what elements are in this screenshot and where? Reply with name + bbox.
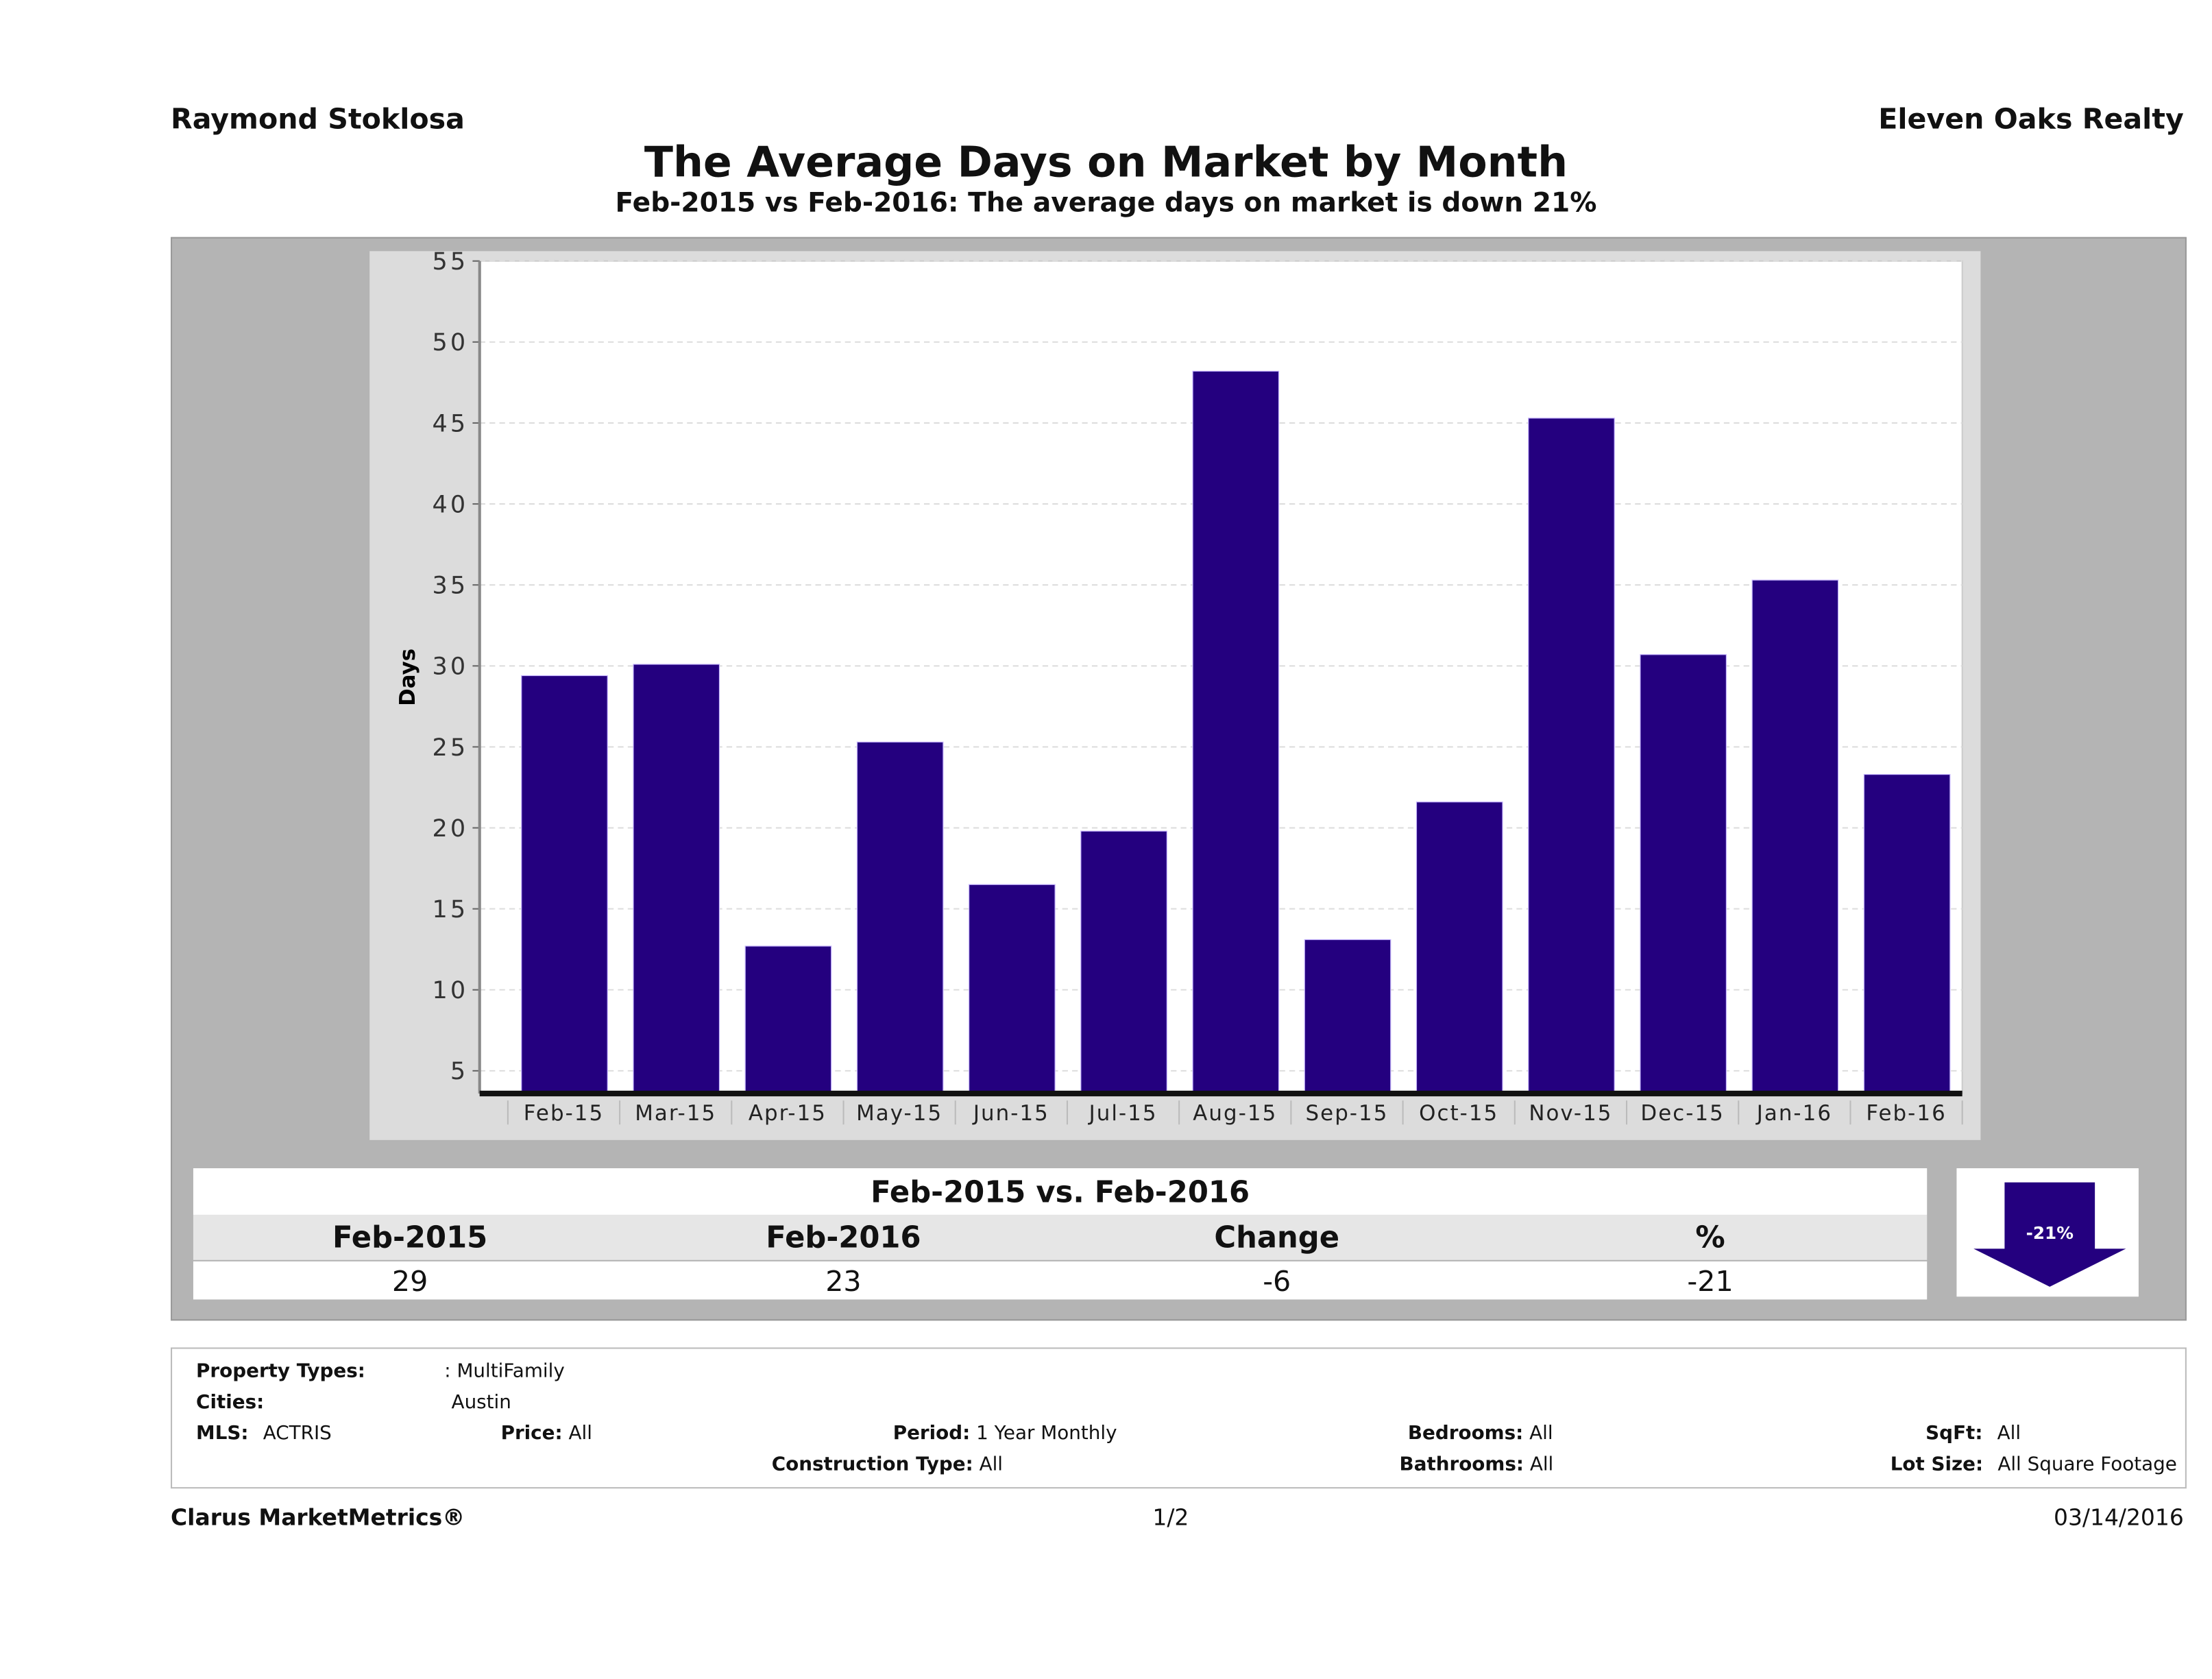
y-tick-label: 20 <box>433 815 469 843</box>
bar-feb-16 <box>1863 773 1951 1094</box>
cities-label: Cities: <box>196 1391 265 1414</box>
x-tick-label: Aug-15 <box>1193 1101 1277 1126</box>
mls-label: MLS: <box>196 1422 249 1445</box>
x-tick-label: Jul-15 <box>1088 1101 1158 1126</box>
y-tick-label: 50 <box>433 329 469 357</box>
header-feb-2016: Feb-2016 <box>766 1220 921 1255</box>
x-tick-label: May-15 <box>856 1101 943 1126</box>
bar-mar-15 <box>633 664 720 1094</box>
x-tick-label: Nov-15 <box>1529 1101 1612 1126</box>
bedrooms-value: All <box>1529 1422 1553 1445</box>
x-tick-label: Feb-16 <box>1866 1101 1946 1126</box>
construction-label: Construction Type: <box>771 1453 973 1476</box>
company-name: Eleven Oaks Realty <box>1878 101 2184 136</box>
x-tick-label: Dec-15 <box>1640 1101 1724 1126</box>
x-tick-label: Feb-15 <box>524 1101 604 1126</box>
x-tick-label: Oct-15 <box>1419 1101 1498 1126</box>
agent-name: Raymond Stoklosa <box>171 101 465 136</box>
y-tick-label: 55 <box>433 248 469 276</box>
report-date: 03/14/2016 <box>2053 1503 2184 1531</box>
page-subtitle: Feb-2015 vs Feb-2016: The average days o… <box>615 187 1597 219</box>
x-tick-label: Apr-15 <box>749 1101 827 1126</box>
bar-apr-15 <box>744 945 832 1094</box>
construction-value: All <box>979 1453 1004 1476</box>
price-value: All <box>568 1422 592 1445</box>
y-tick-label: 15 <box>433 896 469 923</box>
lot-size-value: All Square Footage <box>1997 1453 2177 1476</box>
x-tick-label: Jun-15 <box>972 1101 1049 1126</box>
bathrooms-value: All <box>1529 1453 1554 1476</box>
value-feb-2016: 23 <box>825 1263 862 1298</box>
x-tick-label: Jan-16 <box>1755 1101 1832 1126</box>
bar-dec-15 <box>1640 654 1727 1094</box>
cities-value: Austin <box>451 1391 511 1414</box>
bar-may-15 <box>856 741 944 1094</box>
sqft-label: SqFt: <box>1925 1422 1983 1445</box>
period-label: Period: <box>892 1422 971 1445</box>
x-tick-label: Mar-15 <box>635 1101 716 1126</box>
y-tick-label: 25 <box>433 734 469 762</box>
bar-chart: 5 10 15 20 25 30 35 40 45 50 55 Feb-15 Mar-15 Apr-15 M… <box>396 248 1963 1126</box>
value-feb-2015: 29 <box>391 1263 428 1298</box>
property-types-value: : MultiFamily <box>444 1360 565 1383</box>
page-title: The Average Days on Market by Month <box>644 138 1568 188</box>
bedrooms-label: Bedrooms: <box>1407 1422 1524 1445</box>
period-value: 1 Year Monthly <box>976 1422 1117 1445</box>
header-percent: % <box>1695 1220 1725 1255</box>
value-change: -6 <box>1263 1263 1291 1298</box>
badge-text: -21% <box>2026 1223 2074 1243</box>
bar-jun-15 <box>968 884 1056 1094</box>
bar-feb-15 <box>521 675 608 1094</box>
filter-summary: Property Types: : MultiFamily Cities: Au… <box>171 1347 2187 1489</box>
price-label: Price: <box>500 1422 563 1445</box>
footer-brand: Clarus MarketMetrics® <box>171 1503 465 1531</box>
bar-jul-15 <box>1080 830 1167 1094</box>
bar-jan-16 <box>1751 579 1839 1094</box>
bathrooms-label: Bathrooms: <box>1399 1453 1524 1476</box>
y-tick-label: 30 <box>433 653 469 681</box>
header-feb-2015: Feb-2015 <box>332 1220 488 1255</box>
bar-oct-15 <box>1415 801 1503 1094</box>
y-tick-label: 10 <box>433 977 469 1004</box>
property-types-label: Property Types: <box>196 1360 365 1383</box>
bar-aug-15 <box>1192 370 1280 1094</box>
x-tick-label: Sep-15 <box>1306 1101 1389 1126</box>
change-badge: -21% <box>1956 1168 2139 1297</box>
bar-sep-15 <box>1304 939 1391 1094</box>
comparison-title: Feb-2015 vs. Feb-2016 <box>871 1174 1250 1209</box>
y-tick-label: 35 <box>433 572 469 600</box>
sqft-value: All <box>1997 1422 2021 1445</box>
bar-nov-15 <box>1528 418 1615 1094</box>
y-axis-label: Days <box>396 649 420 706</box>
lot-size-label: Lot Size: <box>1890 1453 1984 1476</box>
y-tick-label: 45 <box>433 410 469 437</box>
down-arrow-icon: -21% <box>1973 1182 2126 1287</box>
y-tick-label: 40 <box>433 491 469 518</box>
value-percent: -21 <box>1687 1263 1734 1298</box>
mls-value: ACTRIS <box>263 1422 332 1445</box>
header-change: Change <box>1214 1220 1340 1255</box>
page-number: 1/2 <box>1152 1503 1189 1531</box>
y-tick-label: 5 <box>450 1058 468 1085</box>
